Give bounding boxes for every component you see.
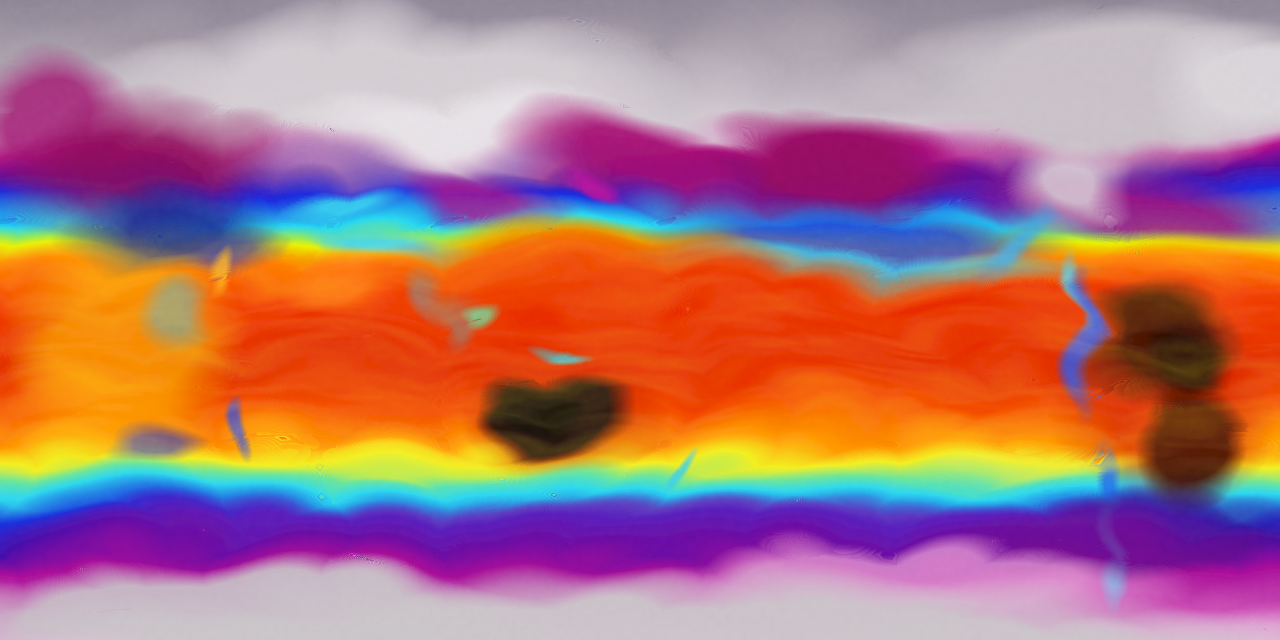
global-temperature-map-stage [0, 0, 1280, 640]
noise-grain-overlay [0, 0, 1280, 640]
global-temperature-map [0, 0, 1280, 640]
